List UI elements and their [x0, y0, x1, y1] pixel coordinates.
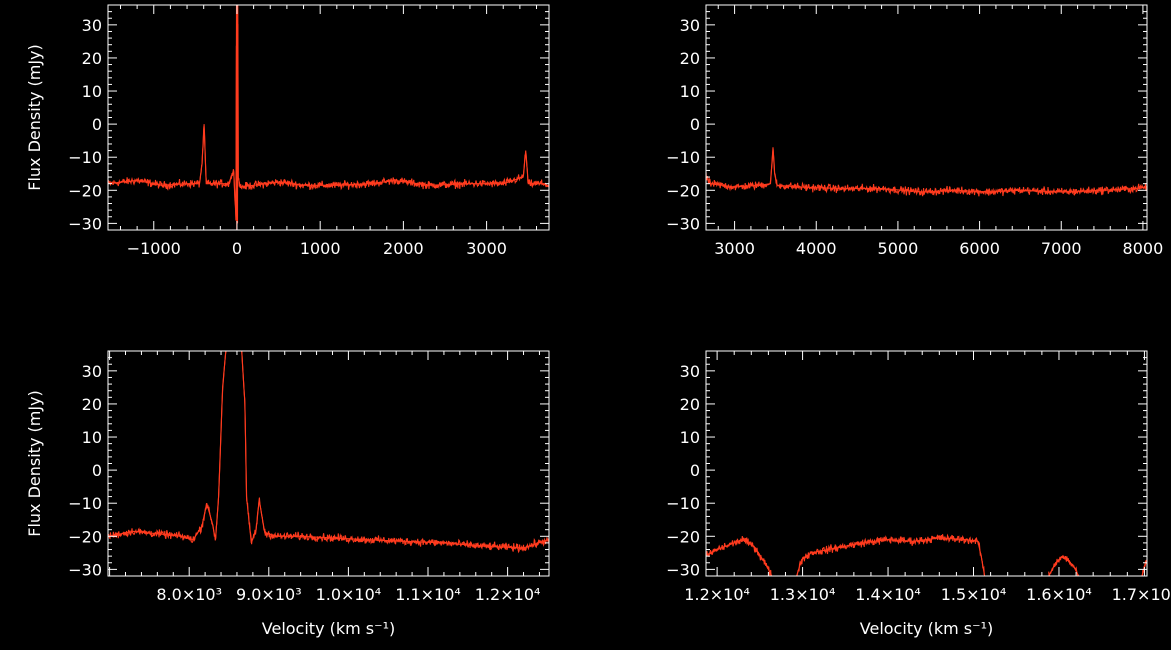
y-tick-label: −10	[666, 494, 700, 513]
y-tick-label: −10	[68, 148, 102, 167]
y-tick-label: 20	[82, 395, 102, 414]
y-tick-label: 10	[82, 82, 102, 101]
panel-2: 30 20 10 0 −10 −20 −30 3000 4000 5000 6000 7000 8000	[666, 4, 1164, 258]
panel-4: 30 20 10 0 −10 −20 −30 1.2×10⁴ 1.3×10⁴ 1.4×10⁴ 1.5…	[666, 350, 1171, 638]
spectrum-line	[108, 24, 549, 221]
plot-frame	[107, 350, 550, 577]
y-tick-label: 20	[82, 49, 102, 68]
panel-3: 30 20 10 0 −10 −20 −30 8.0×10³ 9.0×10³ 1.0×10⁴ 1.1…	[25, 350, 550, 638]
x-tick-label: 0	[232, 239, 242, 258]
spectrum-line	[796, 533, 985, 576]
spectrum-peaks	[706, 147, 1147, 193]
x-tick-label: 3000	[466, 239, 507, 258]
y-tick-label: 20	[680, 49, 700, 68]
x-tick-label: 9.0×10³	[236, 585, 302, 604]
x-tick-label: 1.0×10⁴	[316, 585, 382, 604]
x-tick-label: 7000	[1041, 239, 1082, 258]
x-tick-label: 1000	[300, 239, 341, 258]
x-tick-label: 5000	[878, 239, 919, 258]
y-tick-label: 30	[680, 362, 700, 381]
y-tick-label: 0	[92, 461, 102, 480]
x-tick-label: 1.5×10⁴	[941, 585, 1007, 604]
y-tick-label: 10	[82, 428, 102, 447]
x-tick-label: 1.2×10⁴	[684, 585, 750, 604]
plot-frame	[705, 4, 1148, 231]
y-tick-label: −20	[666, 181, 700, 200]
x-tick-label: 1.7×10⁴	[1112, 585, 1171, 604]
y-tick-label: 0	[690, 115, 700, 134]
x-tick-label: 1.3×10⁴	[770, 585, 836, 604]
y-tick-label: 20	[680, 395, 700, 414]
x-tick-label: 1.4×10⁴	[855, 585, 921, 604]
x-tick-label: 3000	[714, 239, 755, 258]
y-axis-title: Flux Density (mJy)	[25, 44, 44, 191]
x-tick-label: 1.1×10⁴	[395, 585, 461, 604]
x-tick-label: 8000	[1123, 239, 1164, 258]
y-tick-label: 10	[680, 428, 700, 447]
x-tick-label: 4000	[796, 239, 837, 258]
y-tick-label: 30	[680, 16, 700, 35]
y-tick-label: −10	[666, 148, 700, 167]
spectrum-line	[706, 149, 1147, 197]
x-axis-title: Velocity (km s⁻¹)	[860, 619, 993, 638]
x-tick-label: 8.0×10³	[156, 585, 222, 604]
y-tick-label: −30	[666, 214, 700, 233]
spectrum-peaks	[706, 538, 773, 576]
spectrum-peaks	[1048, 555, 1080, 576]
y-tick-label: 0	[92, 115, 102, 134]
x-tick-label: 2000	[383, 239, 424, 258]
y-tick-label: −30	[68, 560, 102, 579]
x-tick-label: 6000	[959, 239, 1000, 258]
x-tick-label: 1.2×10⁴	[475, 585, 541, 604]
spectrum-line	[108, 351, 549, 554]
spectrum-peaks	[108, 5, 549, 230]
y-tick-label: 10	[680, 82, 700, 101]
x-tick-label: −1000	[127, 239, 181, 258]
y-tick-label: −30	[68, 214, 102, 233]
y-tick-label: −30	[666, 560, 700, 579]
panel-1: 30 20 10 0 −10 −20 −30 −1000 0 1000 2000 3000 Flux D…	[25, 4, 550, 258]
plot-frame	[107, 4, 550, 231]
x-axis-title: Velocity (km s⁻¹)	[262, 619, 395, 638]
spectrum-peaks	[796, 537, 986, 576]
y-tick-label: 0	[690, 461, 700, 480]
y-tick-label: 30	[82, 362, 102, 381]
y-tick-label: 30	[82, 16, 102, 35]
y-axis-title: Flux Density (mJy)	[25, 390, 44, 537]
y-tick-label: −20	[68, 527, 102, 546]
spectrum-peaks	[108, 351, 549, 549]
x-tick-label: 1.6×10⁴	[1026, 585, 1092, 604]
y-tick-label: −20	[666, 527, 700, 546]
y-tick-label: −10	[68, 494, 102, 513]
y-tick-label: −20	[68, 181, 102, 200]
